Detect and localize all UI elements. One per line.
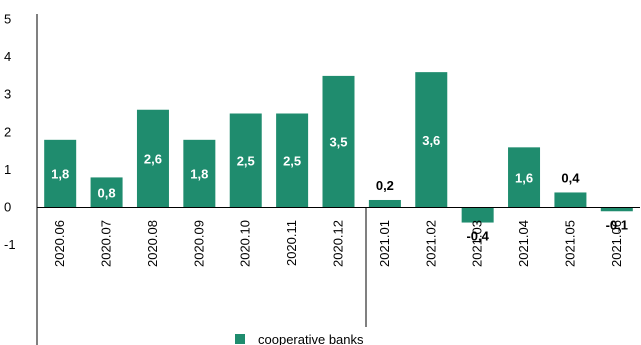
y-axis: -1 0 1 2 3 4 5: [4, 12, 16, 253]
data-labels: 1,8 0,8 2,6 1,8 2,5 2,5 3,5 0,2 3,6 -0,4 1,6 0,4 -0,…: [51, 133, 628, 244]
x-tick-label: 2020.10: [238, 220, 253, 267]
x-tick-label: 2021.01: [377, 220, 392, 267]
x-tick-label: 2020.08: [145, 220, 160, 267]
bar: [276, 113, 309, 208]
x-tick-label: 2020.07: [99, 220, 114, 267]
bar: [90, 177, 123, 208]
y-tick-label: 1: [4, 162, 11, 177]
data-label: 0,2: [376, 178, 394, 193]
data-label: 2,6: [144, 152, 162, 167]
bar: [44, 139, 77, 208]
bar: [600, 207, 633, 212]
y-tick-label: 0: [4, 200, 11, 215]
data-label: -0,4: [466, 229, 489, 244]
bar: [322, 75, 355, 208]
data-label: 2,5: [237, 154, 255, 169]
data-label: 0,4: [561, 170, 580, 185]
legend-label: cooperative banks: [258, 332, 364, 345]
legend-swatch: [235, 334, 245, 344]
bar: [368, 199, 401, 208]
bar: [415, 72, 448, 208]
x-tick-label: 2020.12: [331, 220, 346, 267]
x-tick-label: 2021.05: [562, 220, 577, 267]
y-tick-label: 4: [4, 49, 11, 64]
data-label: 3,5: [329, 135, 347, 150]
y-tick-label: -1: [4, 237, 16, 252]
data-label: 3,6: [422, 133, 440, 148]
x-tick-label: 2021.02: [423, 220, 438, 267]
x-tick-label: 2020.11: [284, 220, 299, 266]
x-tick-label: 2020.06: [52, 220, 67, 267]
data-label: 1,6: [515, 170, 533, 185]
data-label: 0,8: [98, 185, 116, 200]
data-label: 2,5: [283, 154, 301, 169]
bars: [44, 72, 633, 223]
data-label: -0,1: [606, 217, 628, 232]
x-tick-label: 2021.04: [516, 220, 531, 267]
bar: [508, 147, 541, 208]
bar: [461, 207, 494, 223]
x-axis: 2020.06 2020.07 2020.08 2020.09 2020.10 2020.…: [52, 220, 624, 267]
bar: [554, 192, 587, 208]
x-tick-label: 2020.09: [191, 220, 206, 267]
y-tick-label: 2: [4, 124, 11, 139]
axes: [36, 14, 640, 345]
bar: [136, 109, 169, 208]
data-label: 1,8: [190, 167, 208, 182]
legend: cooperative banks: [235, 332, 364, 345]
x-tick-label: 2021.03: [470, 220, 485, 267]
y-tick-label: 5: [4, 12, 11, 27]
bar: [183, 139, 216, 208]
y-tick-label: 3: [4, 87, 11, 102]
data-label: 1,8: [51, 167, 69, 182]
bar: [229, 113, 262, 208]
x-tick-label: 2021.06: [609, 220, 624, 267]
